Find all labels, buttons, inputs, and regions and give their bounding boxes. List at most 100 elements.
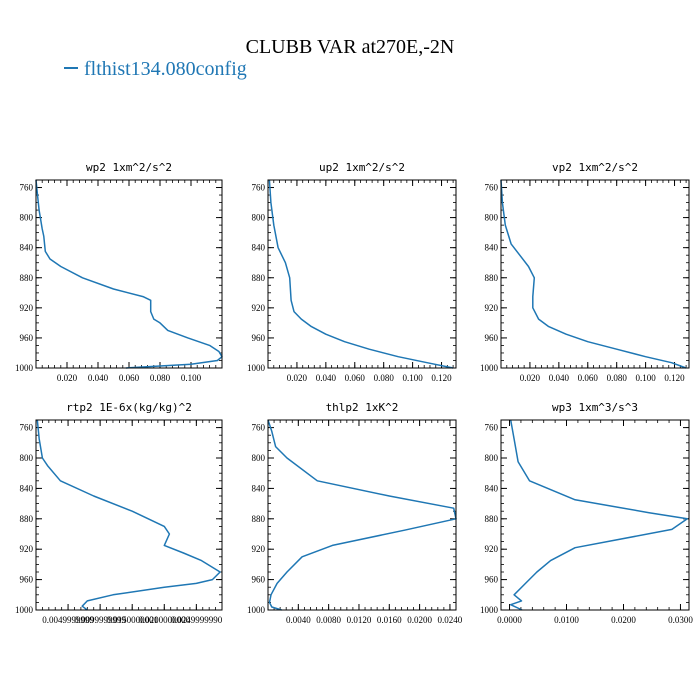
y-tick-label: 880 (20, 514, 34, 524)
plot-frame (267, 179, 457, 369)
series-line (509, 419, 689, 611)
y-tick-label: 800 (20, 453, 34, 463)
y-tick-label: 1000 (480, 605, 499, 615)
series-line (500, 179, 687, 369)
y-tick-label: 840 (252, 243, 266, 253)
y-tick-label: 960 (252, 575, 266, 585)
x-tick-label: 0.040 (549, 373, 570, 383)
y-tick-label: 760 (20, 423, 34, 433)
panel-5: thlp2 1xK^2 760 800 840 880 920 960 1000 0.0040 0… (247, 401, 463, 625)
x-tick-label: 0.080 (374, 373, 395, 383)
plot-frame (267, 419, 457, 611)
legend-line-swatch (64, 67, 78, 70)
y-tick-label: 760 (20, 183, 34, 193)
x-tick-label: 0.0249999990 (170, 615, 222, 625)
y-tick-label: 880 (252, 273, 266, 283)
y-tick-label: 880 (252, 514, 266, 524)
y-tick-label: 960 (20, 333, 34, 343)
y-tick-label: 760 (485, 183, 499, 193)
x-tick-label: 0.0200 (407, 615, 432, 625)
series-line (36, 419, 221, 611)
y-tick-label: 960 (485, 333, 499, 343)
y-tick-label: 800 (485, 213, 499, 223)
panel-title: up2 1xm^2/s^2 (319, 161, 405, 174)
x-tick-label: 0.0240 (438, 615, 463, 625)
y-tick-label: 840 (20, 483, 34, 493)
y-tick-label: 840 (252, 483, 266, 493)
y-tick-label: 960 (20, 575, 34, 585)
x-tick-label: 0.060 (578, 373, 599, 383)
y-tick-label: 1000 (247, 605, 266, 615)
y-tick-label: 800 (485, 453, 499, 463)
panel-6: wp3 1xm^3/s^3 760 800 840 880 920 960 10000.000… (480, 401, 693, 625)
x-tick-label: 0.0200 (611, 615, 636, 625)
y-tick-label: 880 (485, 273, 499, 283)
x-tick-label: 0.040 (88, 373, 109, 383)
x-tick-label: 0.0160 (377, 615, 402, 625)
x-tick-label: 0.0049999999 (42, 615, 94, 625)
panel-title: vp2 1xm^2/s^2 (552, 161, 638, 174)
y-tick-label: 1000 (15, 363, 34, 373)
y-tick-label: 920 (20, 544, 34, 554)
x-tick-label: 0.100 (402, 373, 423, 383)
y-tick-label: 920 (485, 303, 499, 313)
x-tick-label: 0.0150000001 (106, 615, 158, 625)
x-tick-label: 0.020 (520, 373, 541, 383)
y-tick-label: 960 (485, 575, 499, 585)
y-tick-label: 1000 (15, 605, 34, 615)
y-tick-label: 880 (485, 514, 499, 524)
x-tick-label: 0.0080 (316, 615, 341, 625)
panel-title: rtp2 1E-6x(kg/kg)^2 (66, 401, 192, 414)
y-tick-label: 800 (252, 453, 266, 463)
legend-label: flthist134.080config (84, 58, 247, 80)
x-tick-label: 0.020 (57, 373, 78, 383)
x-tick-label: 0.0300 (668, 615, 693, 625)
x-tick-label: 0.0099999999 (74, 615, 126, 625)
y-tick-label: 920 (252, 544, 266, 554)
x-tick-label: 0.020 (287, 373, 308, 383)
plot-frame (500, 179, 690, 369)
x-tick-label: 0.0100 (554, 615, 579, 625)
panel-3: vp2 1xm^2/s^2 760 800 840 880 920 960 1000 0.020… (480, 161, 690, 383)
x-tick-label: 0.100 (635, 373, 656, 383)
y-tick-label: 800 (252, 213, 266, 223)
y-tick-label: 880 (20, 273, 34, 283)
x-tick-label: 0.080 (607, 373, 628, 383)
panel-4: rtp2 1E-6x(kg/kg)^2 760 800 840 880 920 960 100… (15, 401, 223, 625)
series-line (268, 179, 454, 369)
x-tick-label: 0.0000 (497, 615, 522, 625)
y-tick-label: 920 (252, 303, 266, 313)
y-tick-label: 1000 (247, 363, 266, 373)
x-tick-label: 0.120 (431, 373, 452, 383)
y-tick-label: 960 (252, 333, 266, 343)
x-tick-label: 0.060 (119, 373, 140, 383)
x-tick-label: 0.0040 (286, 615, 311, 625)
x-tick-label: 0.0200000000 (138, 615, 190, 625)
panel-title: thlp2 1xK^2 (326, 401, 399, 414)
panel-1: wp2 1xm^2/s^2 760 800 840 880 920 960 1000 0.020… (15, 161, 223, 383)
plot-frame (500, 419, 690, 611)
x-tick-label: 0.100 (181, 373, 202, 383)
y-tick-label: 920 (485, 544, 499, 554)
plot-frame (35, 419, 223, 611)
y-tick-label: 760 (252, 423, 266, 433)
y-tick-label: 760 (485, 423, 499, 433)
panel-title: wp3 1xm^3/s^3 (552, 401, 638, 414)
y-tick-label: 920 (20, 303, 34, 313)
x-tick-label: 0.040 (316, 373, 337, 383)
x-tick-label: 0.120 (664, 373, 685, 383)
y-tick-label: 840 (20, 243, 34, 253)
plot-frame (35, 179, 223, 369)
y-tick-label: 760 (252, 183, 266, 193)
panel-title: wp2 1xm^2/s^2 (86, 161, 172, 174)
series-line (35, 179, 223, 369)
panel-2: up2 1xm^2/s^2 760 800 840 880 920 960 1000 0.020… (247, 161, 457, 383)
series-line (267, 419, 457, 611)
x-tick-label: 0.0120 (347, 615, 372, 625)
y-tick-label: 1000 (480, 363, 499, 373)
legend: flthist134.080config (64, 58, 247, 81)
y-tick-label: 800 (20, 213, 34, 223)
y-tick-label: 840 (485, 483, 499, 493)
x-tick-label: 0.060 (345, 373, 366, 383)
